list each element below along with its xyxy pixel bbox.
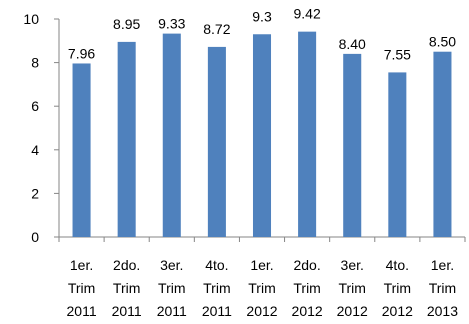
data-labels: 7.96 8.95 9.33 8.72 9.3 9.42 8.40 7.55 8.50 — [68, 6, 456, 63]
category-label: 2012 — [246, 303, 277, 319]
bars — [72, 31, 452, 238]
category-label: Trim — [158, 280, 185, 296]
category-label: 2011 — [202, 303, 232, 319]
data-label: 9.3 — [252, 8, 272, 24]
category-label: 2012 — [292, 303, 323, 319]
bar — [388, 72, 407, 237]
category-label: 1er. — [250, 257, 273, 273]
x-axis — [58, 236, 466, 242]
data-label: 9.42 — [293, 6, 320, 22]
category-label: 2do. — [113, 257, 140, 273]
category-label: 2011 — [112, 303, 142, 319]
category-label: Trim — [338, 280, 365, 296]
category-label: 4to. — [386, 257, 409, 273]
bar — [207, 46, 226, 238]
y-tick-label: 2 — [31, 185, 39, 201]
bar — [343, 53, 362, 237]
data-label: 7.96 — [68, 45, 95, 61]
category-label: Trim — [248, 280, 275, 296]
category-label: 1er. — [70, 257, 93, 273]
bar — [162, 33, 181, 237]
data-label: 8.72 — [203, 21, 230, 37]
y-tick-label: 8 — [31, 55, 39, 71]
data-label: 7.55 — [384, 46, 411, 62]
bar — [433, 51, 452, 238]
category-label: 1er. — [431, 257, 454, 273]
data-label: 8.40 — [339, 36, 366, 52]
category-label: 2011 — [157, 303, 187, 319]
category-label: 3er. — [160, 257, 183, 273]
data-label: 8.50 — [429, 34, 456, 50]
category-labels: 1er. Trim 2011 2do. Trim 2011 3er. Trim 2011 4to.… — [67, 257, 459, 319]
category-label: 2011 — [67, 303, 97, 319]
category-label: 2013 — [427, 303, 458, 319]
category-label: 2012 — [337, 303, 368, 319]
y-tick-label: 6 — [31, 98, 39, 114]
category-label: Trim — [293, 280, 320, 296]
bar — [298, 31, 317, 238]
category-label: Trim — [113, 280, 140, 296]
data-label: 9.33 — [158, 16, 185, 32]
category-label: Trim — [384, 280, 411, 296]
y-tick-label: 0 — [31, 229, 39, 245]
category-label: Trim — [203, 280, 230, 296]
category-label: Trim — [68, 280, 95, 296]
category-label: 3er. — [341, 257, 364, 273]
data-label: 8.95 — [113, 16, 140, 32]
bar — [252, 34, 272, 238]
category-label: 4to. — [205, 257, 228, 273]
y-tick-label: 4 — [31, 142, 39, 158]
category-label: Trim — [429, 280, 456, 296]
bar — [117, 41, 136, 237]
y-axis: 0 2 4 6 8 10 — [23, 11, 60, 245]
category-label: 2do. — [293, 257, 320, 273]
y-tick-label: 10 — [23, 11, 39, 27]
category-label: 2012 — [382, 303, 413, 319]
bar — [72, 63, 91, 237]
